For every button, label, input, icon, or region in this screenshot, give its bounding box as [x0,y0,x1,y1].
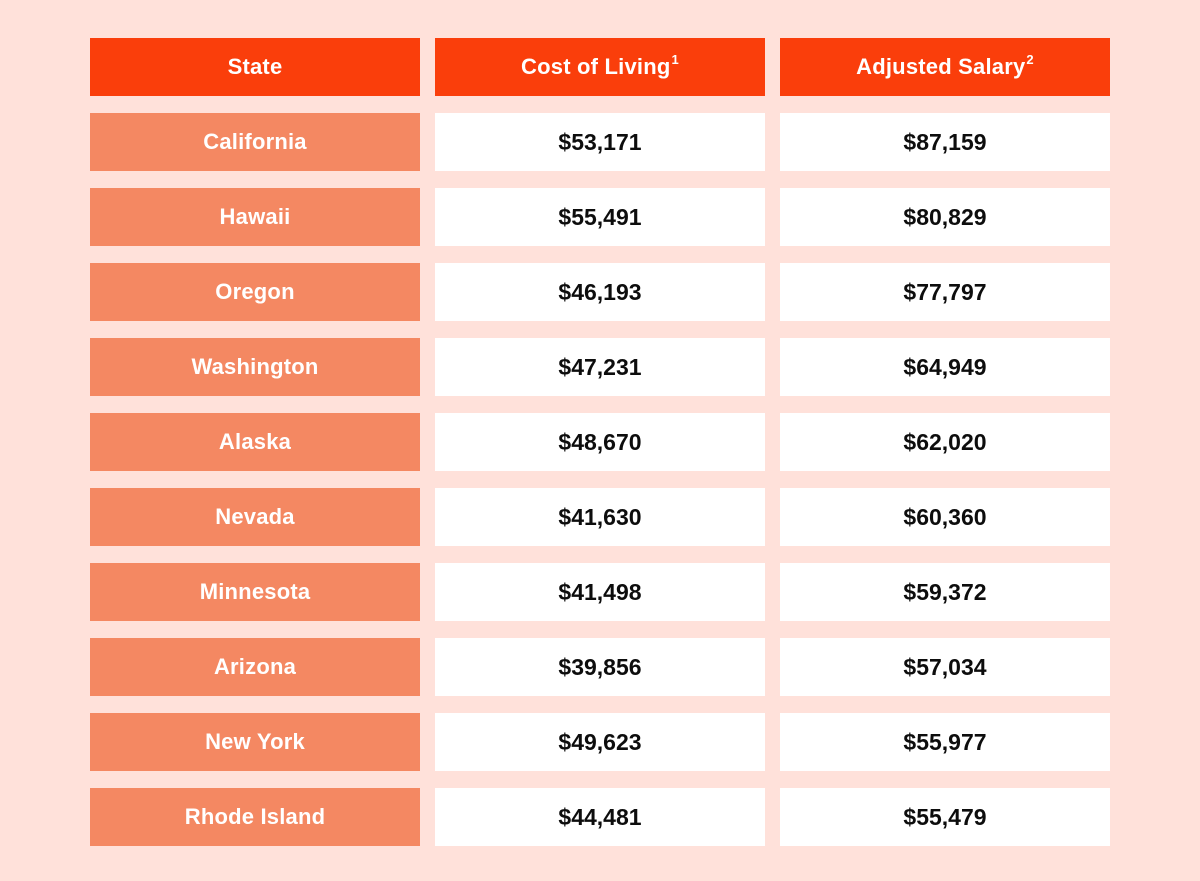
cost-of-living-value: $49,623 [435,713,765,771]
adjusted-salary-value: $59,372 [780,563,1110,621]
column-header-adjusted-salary-label: Adjusted Salary [856,54,1026,79]
adjusted-salary-value: $55,977 [780,713,1110,771]
cost-of-living-value: $44,481 [435,788,765,846]
cost-of-living-value: $53,171 [435,113,765,171]
cost-of-living-value: $41,498 [435,563,765,621]
state-name: Washington [90,338,420,396]
adjusted-salary-value: $64,949 [780,338,1110,396]
cost-of-living-value: $48,670 [435,413,765,471]
adjusted-salary-value: $60,360 [780,488,1110,546]
state-name: Arizona [90,638,420,696]
state-name: Minnesota [90,563,420,621]
cost-of-living-value: $47,231 [435,338,765,396]
adjusted-salary-value: $77,797 [780,263,1110,321]
cost-of-living-value: $55,491 [435,188,765,246]
cost-of-living-value: $46,193 [435,263,765,321]
column-header-adjusted-salary: Adjusted Salary 2 [780,38,1110,96]
adjusted-salary-value: $87,159 [780,113,1110,171]
column-header-cost-of-living-label: Cost of Living [521,54,671,79]
adjusted-salary-value: $62,020 [780,413,1110,471]
cost-of-living-value: $41,630 [435,488,765,546]
cost-of-living-value: $39,856 [435,638,765,696]
adjusted-salary-value: $57,034 [780,638,1110,696]
table-grid: State Cost of Living 1 Adjusted Salary 2 C… [90,38,1110,846]
state-name: Rhode Island [90,788,420,846]
adjusted-salary-value: $55,479 [780,788,1110,846]
state-name: Nevada [90,488,420,546]
state-name: New York [90,713,420,771]
state-name: California [90,113,420,171]
column-header-cost-of-living: Cost of Living 1 [435,38,765,96]
state-name: Hawaii [90,188,420,246]
state-name: Oregon [90,263,420,321]
adjusted-salary-value: $80,829 [780,188,1110,246]
state-name: Alaska [90,413,420,471]
column-header-state-label: State [227,54,283,79]
column-header-state: State [90,38,420,96]
